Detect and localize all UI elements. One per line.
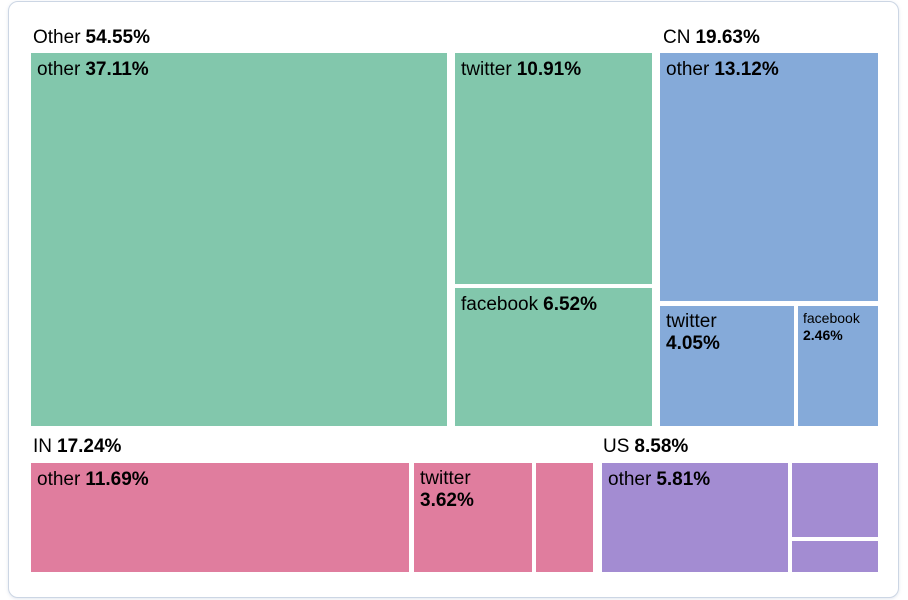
group-percent: 8.58% — [634, 436, 689, 457]
cell-label: other — [37, 59, 81, 80]
cell-label: facebook — [461, 294, 539, 315]
cell-value: 11.69% — [85, 469, 149, 490]
treemap-cell-cn-other[interactable]: other 13.12% — [660, 53, 878, 301]
cell-value: 37.11% — [85, 59, 149, 80]
cell-label: other — [608, 469, 652, 490]
treemap-cell-other-other[interactable]: other 37.11% — [31, 53, 447, 426]
cell-value: 6.52% — [543, 294, 597, 315]
treemap-cell-us-other[interactable]: other 5.81% — [602, 463, 788, 572]
group-name: CN — [663, 27, 691, 48]
group-percent: 54.55% — [85, 27, 150, 48]
treemap-cell-in-twitter[interactable]: twitter 3.62% — [414, 463, 532, 572]
cell-label: twitter — [461, 59, 512, 80]
group-name: IN — [33, 436, 52, 457]
group-name: US — [603, 436, 630, 457]
cell-value: 5.81% — [656, 469, 711, 490]
group-label-cn: CN 19.63% — [663, 26, 760, 49]
group-name: Other — [33, 27, 81, 48]
cell-label: other — [666, 59, 710, 80]
treemap-cell-in-other[interactable]: other 11.69% — [31, 463, 409, 572]
treemap-cell-us-unlabeled-2[interactable] — [792, 541, 878, 572]
treemap-cell-us-unlabeled-1[interactable] — [792, 463, 878, 537]
cell-value: 10.91% — [516, 59, 582, 80]
group-label-us: US 8.58% — [603, 435, 688, 458]
treemap-cell-other-facebook[interactable]: facebook 6.52% — [455, 288, 652, 426]
group-label-in: IN 17.24% — [33, 435, 121, 458]
cell-label: facebook — [803, 310, 860, 326]
cell-label: other — [37, 469, 81, 490]
treemap-cell-cn-facebook[interactable]: facebook 2.46% — [798, 306, 878, 426]
group-label-other: Other 54.55% — [33, 26, 150, 49]
treemap-cell-cn-twitter[interactable]: twitter 4.05% — [660, 306, 794, 426]
cell-value: 4.05% — [666, 333, 720, 354]
treemap-cell-other-twitter[interactable]: twitter 10.91% — [455, 53, 652, 284]
group-percent: 19.63% — [695, 27, 760, 48]
cell-value: 2.46% — [803, 327, 843, 343]
group-percent: 17.24% — [57, 436, 122, 457]
cell-label: twitter — [420, 468, 471, 489]
cell-value: 3.62% — [420, 490, 474, 511]
cell-value: 13.12% — [714, 59, 779, 80]
treemap-cell-in-unlabeled[interactable] — [536, 463, 593, 572]
cell-label: twitter — [666, 311, 717, 332]
